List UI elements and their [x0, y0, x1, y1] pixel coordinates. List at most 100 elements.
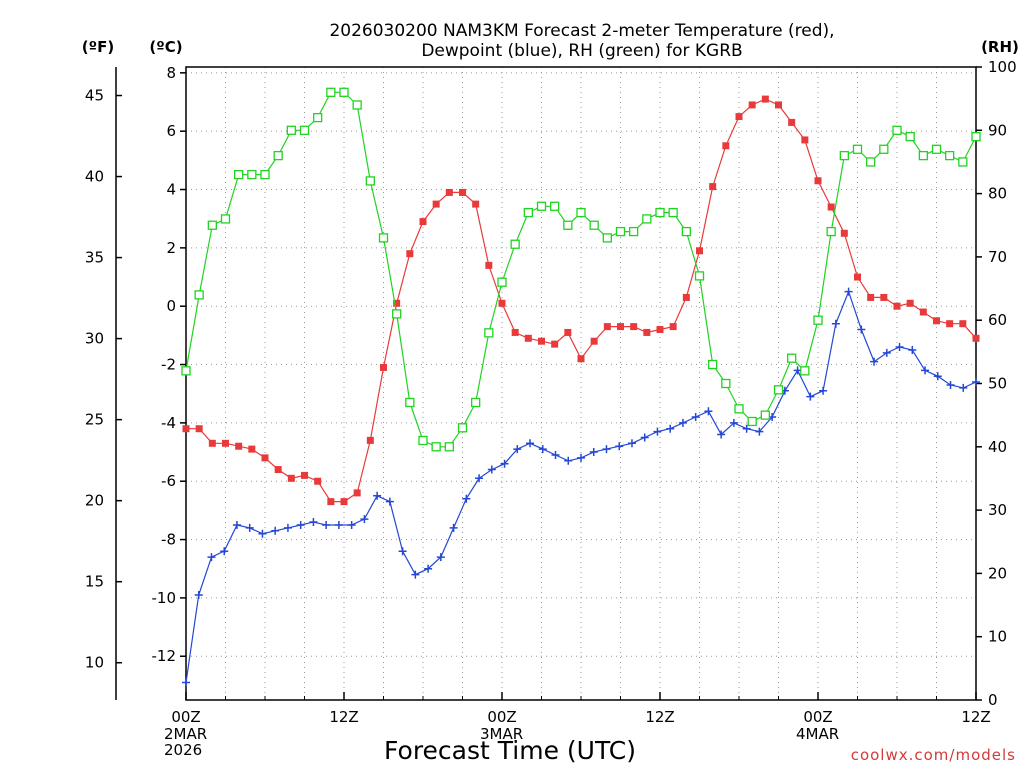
temperature-point: [432, 200, 440, 208]
dewpoint-point: [870, 357, 879, 366]
dewpoint-point: [258, 529, 267, 538]
rh-point: [826, 226, 836, 237]
temperature-point: [459, 188, 466, 196]
dewpoint-point: [717, 430, 726, 439]
temperature-point: [366, 436, 374, 444]
dewpoint-point: [857, 325, 866, 334]
celsius-tick-label: 4: [166, 181, 176, 199]
dewpoint-point: [436, 553, 445, 562]
rh-point: [945, 150, 955, 161]
rh-point: [892, 125, 902, 135]
temperature-point: [788, 118, 796, 126]
rh-point: [589, 220, 599, 230]
rh-point: [615, 226, 626, 237]
dewpoint-point: [908, 345, 917, 354]
dewpoint-point: [831, 319, 840, 328]
temperature-point: [274, 466, 282, 474]
rh-tick-label: 20: [988, 564, 1007, 582]
rh-point: [194, 290, 204, 300]
dewpoint-point: [449, 523, 458, 532]
dewpoint-point: [959, 383, 968, 392]
rh-point: [642, 214, 652, 224]
dewpoint-point: [666, 424, 675, 433]
x-tick-label: 12Z: [645, 708, 674, 726]
rh-point: [550, 201, 560, 211]
rh-point: [866, 157, 876, 167]
dewpoint-point: [500, 459, 509, 468]
rh-tick-label: 10: [988, 628, 1007, 646]
temperature-point: [287, 474, 295, 482]
dewpoint-point: [283, 523, 292, 532]
dewpoint-point: [411, 570, 420, 579]
rh-point: [299, 125, 310, 135]
dewpoint-point: [742, 424, 751, 433]
rh-point: [721, 378, 731, 389]
dewpoint-point: [424, 564, 433, 573]
celsius-tick-label: -10: [152, 589, 177, 607]
celsius-tick-label: 0: [166, 297, 176, 315]
temperature-point: [814, 177, 822, 185]
rh-point: [207, 220, 217, 230]
temperature-point: [722, 142, 730, 150]
rh-point: [931, 144, 942, 154]
temperature-line: [186, 98, 977, 503]
fahrenheit-tick-label: 45: [85, 87, 104, 105]
fahrenheit-tick-label: 30: [85, 330, 104, 348]
temperature-point: [445, 188, 453, 196]
rh-point: [576, 207, 586, 218]
dewpoint-point: [385, 497, 394, 506]
x-tick-label: 12Z: [961, 708, 990, 726]
temperature-point: [880, 293, 888, 301]
temperature-point: [485, 261, 493, 269]
dewpoint-point: [232, 520, 241, 529]
celsius-tick-label: -8: [161, 531, 176, 549]
rh-point: [971, 131, 981, 142]
rh-tick-label: 30: [988, 501, 1007, 519]
temperature-point: [946, 320, 954, 328]
dewpoint-point: [704, 407, 713, 416]
rh-tick-label: 80: [988, 185, 1007, 203]
dewpoint-point: [296, 520, 305, 529]
fahrenheit-tick-label: 15: [85, 573, 104, 591]
temperature-point: [327, 498, 335, 506]
rh-point: [181, 366, 191, 376]
rh-tick-label: 70: [988, 248, 1007, 266]
dewpoint-point: [373, 491, 382, 500]
dewpoint-point: [602, 445, 611, 454]
rh-point: [339, 87, 349, 97]
rh-point: [629, 226, 639, 237]
x-year-label: 2026: [164, 741, 202, 759]
temperature-point: [406, 250, 414, 258]
rh-point: [378, 233, 389, 243]
dewpoint-point: [895, 343, 904, 352]
dewpoint-point: [245, 523, 254, 532]
rh-point: [747, 416, 757, 427]
x-date-label: 3MAR: [480, 725, 523, 743]
temperature-point: [222, 439, 229, 447]
rh-point: [668, 207, 678, 218]
temperature-point: [972, 334, 980, 342]
rh-series: [181, 87, 981, 452]
rh-point: [405, 397, 415, 408]
rh-point: [563, 220, 573, 230]
temperature-point: [682, 293, 690, 301]
temperature-point: [906, 299, 914, 307]
rh-point: [879, 144, 889, 154]
temperature-point: [195, 425, 203, 433]
celsius-tick-label: 2: [166, 239, 176, 257]
rh-point: [839, 150, 849, 161]
rh-point: [457, 423, 468, 433]
dewpoint-point: [640, 433, 649, 442]
rh-point: [734, 404, 744, 414]
temperature-point: [933, 317, 940, 325]
rh-point: [234, 169, 244, 180]
dewpoint-point: [819, 386, 828, 395]
rh-point: [813, 315, 823, 325]
dewpoint-point: [755, 427, 764, 436]
dewpoint-point: [271, 526, 280, 535]
dewpoint-point: [678, 418, 687, 427]
dewpoint-point: [729, 418, 738, 427]
temperature-point: [564, 328, 572, 336]
